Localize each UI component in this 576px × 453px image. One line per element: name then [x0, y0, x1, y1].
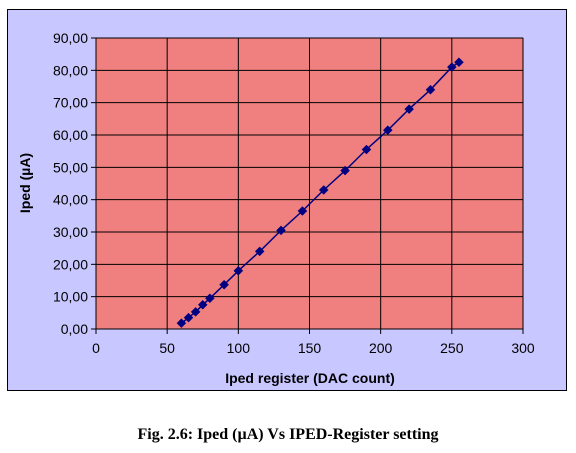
y-tick-label: 90,00	[53, 30, 88, 46]
y-tick-label: 60,00	[53, 127, 88, 143]
y-axis-ticks: 0,00 10,00 20,00 30,00 40,00 50,00 60,00 70,00 8…	[53, 30, 96, 337]
data-point-marker	[176, 318, 187, 329]
data-point-marker	[219, 279, 229, 290]
x-tick-label: 300	[511, 340, 535, 356]
x-tick-label: 50	[159, 340, 175, 356]
x-tick-label: 150	[298, 340, 322, 356]
x-tick-label: 250	[440, 340, 464, 356]
data-point-marker	[254, 246, 265, 257]
y-tick-label: 10,00	[53, 289, 88, 305]
data-point-marker	[446, 62, 457, 72]
data-point-marker	[382, 125, 393, 136]
chart: 0,00 10,00 20,00 30,00 40,00 50,00 60,00 70,00 8…	[17, 30, 535, 386]
y-tick-label: 0,00	[61, 321, 88, 337]
data-point-marker	[233, 265, 244, 276]
y-tick-label: 40,00	[53, 192, 88, 208]
y-tick-label: 20,00	[53, 256, 88, 272]
y-tick-label: 70,00	[53, 95, 88, 111]
data-point-marker	[205, 293, 215, 304]
y-tick-label: 50,00	[53, 159, 88, 175]
data-point-marker	[318, 185, 329, 195]
x-tick-label: 100	[227, 340, 251, 356]
data-point-marker	[404, 104, 414, 114]
x-axis-title: Iped register (DAC count)	[225, 370, 395, 386]
y-tick-label: 30,00	[53, 224, 88, 240]
data-point-marker	[361, 144, 372, 155]
y-axis-title: Iped (µA)	[17, 153, 33, 213]
x-tick-label: 0	[92, 340, 100, 356]
data-point-marker	[454, 57, 464, 68]
figure-caption: Fig. 2.6: Iped (µA) Vs IPED-Register set…	[137, 426, 439, 443]
series-markers	[176, 57, 464, 329]
data-point-marker	[340, 165, 350, 176]
y-tick-label: 80,00	[53, 62, 88, 78]
data-point-marker	[197, 299, 208, 310]
data-point-marker	[183, 312, 194, 323]
x-tick-label: 200	[369, 340, 393, 356]
data-point-marker	[425, 84, 436, 95]
data-point-marker	[297, 206, 308, 216]
x-axis-ticks: 0 50 100 150 200 250 300	[92, 329, 535, 356]
data-point-marker	[276, 225, 286, 236]
data-point-marker	[190, 307, 201, 317]
